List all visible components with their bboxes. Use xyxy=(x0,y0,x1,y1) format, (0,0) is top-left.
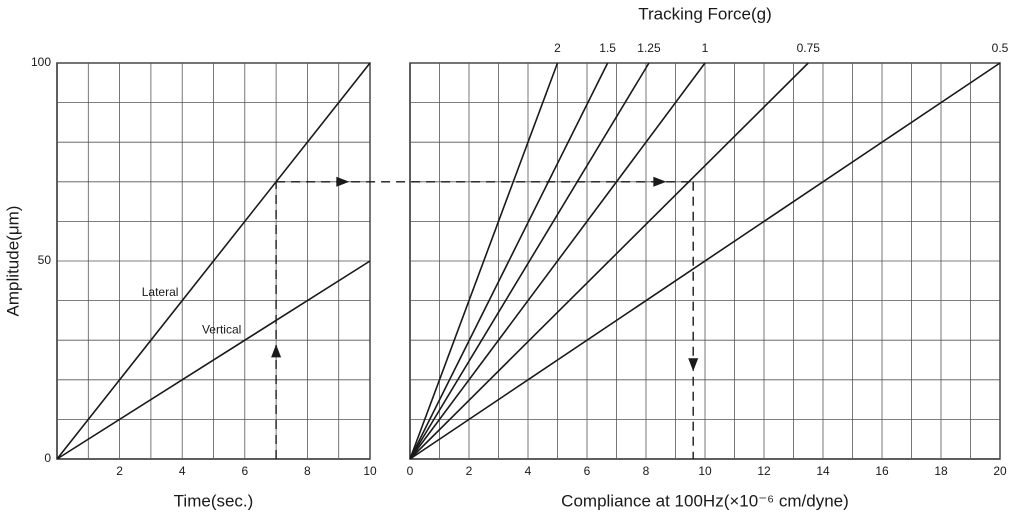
x-axis-label: Time(sec.) xyxy=(174,491,254,510)
x-tick-label: 14 xyxy=(816,464,830,478)
y-axis-label: Amplitude(μm) xyxy=(3,206,22,317)
x-tick-label: 4 xyxy=(525,464,532,478)
series-line xyxy=(56,260,371,460)
guide-arrow xyxy=(688,358,699,372)
x-tick-label: 8 xyxy=(304,464,311,478)
x-tick-label: 10 xyxy=(363,464,377,478)
y-tick-label: 100 xyxy=(31,55,51,69)
x-tick-label: 8 xyxy=(643,464,650,478)
series-line xyxy=(409,62,650,460)
chart-title: Tracking Force(g) xyxy=(638,4,772,23)
x-tick-label: 2 xyxy=(116,464,123,478)
x-axis-label: Compliance at 100Hz(×10⁻⁶ cm/dyne) xyxy=(561,491,849,510)
x-tick-label: 18 xyxy=(934,464,948,478)
guide-arrow xyxy=(271,344,282,358)
x-tick-label: 2 xyxy=(466,464,473,478)
x-tick-label: 4 xyxy=(179,464,186,478)
guide-arrow xyxy=(653,176,667,187)
y-tick-label: 0 xyxy=(44,451,51,465)
series-label: 1.25 xyxy=(637,41,661,55)
x-tick-label: 12 xyxy=(757,464,771,478)
series-line xyxy=(409,62,559,460)
x-tick-label: 20 xyxy=(993,464,1007,478)
x-tick-label: 16 xyxy=(875,464,889,478)
series-label: 1.5 xyxy=(599,41,616,55)
series-label: 2 xyxy=(554,41,561,55)
series-line xyxy=(409,62,706,460)
x-tick-label: 10 xyxy=(698,464,712,478)
series-label: 0.5 xyxy=(992,41,1009,55)
series-label: 0.75 xyxy=(797,41,821,55)
series-label: Lateral xyxy=(142,285,179,299)
x-tick-label: 6 xyxy=(584,464,591,478)
x-tick-label: 6 xyxy=(241,464,248,478)
series-label: 1 xyxy=(702,41,709,55)
series-label: Vertical xyxy=(202,322,241,336)
series-line xyxy=(56,62,371,460)
y-tick-label: 50 xyxy=(38,253,52,267)
series-line xyxy=(409,62,809,460)
guide-arrow xyxy=(336,176,350,187)
series-line xyxy=(409,62,1001,460)
series-line xyxy=(409,62,609,460)
x-tick-label: 0 xyxy=(407,464,414,478)
